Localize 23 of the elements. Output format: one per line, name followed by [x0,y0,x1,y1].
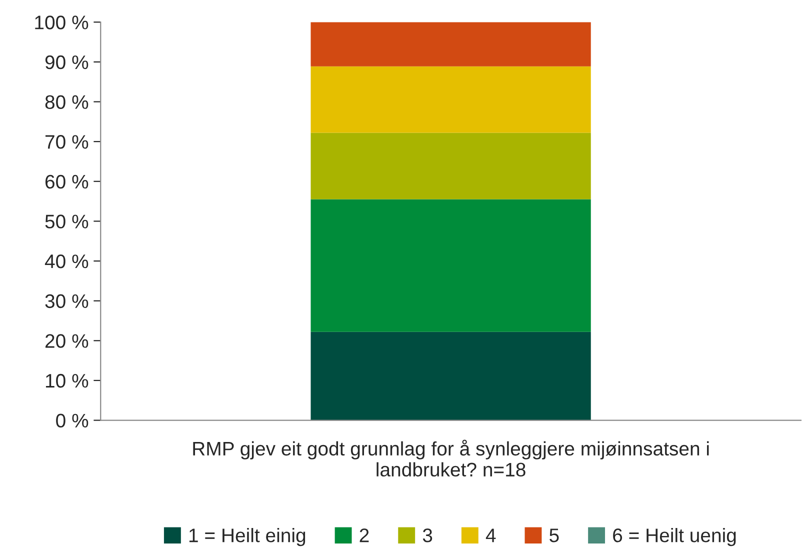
bar [310,132,591,200]
bar [310,22,591,66]
bar [310,332,591,420]
y-tick-label: 0 % [56,414,88,428]
y-tick-label: 70 % [46,135,88,149]
y-tick-label: 10 % [46,374,88,388]
y-tick-label: 80 % [45,95,88,109]
bar [310,199,591,332]
legend-label: 6 = Heilt uenig [613,528,736,546]
legend-label: 5 [550,528,559,542]
y-tick-label: 20 % [45,334,88,348]
y-tick-label: 60 % [45,174,88,189]
x-tick-label: RMP gjev eit godt grunnlag for å synleggjere mijøinnsatsen i landbruket? n=18 [193,440,709,477]
legend-label: 3 [422,528,432,542]
y-tick-label: 50 % [45,214,88,228]
y-tick-label: 40 % [44,254,88,268]
y-tick-label: 100 % [35,16,88,30]
bar [310,66,591,133]
legend-label: 1 = Heilt einig [189,528,306,546]
y-tick-label: 30 % [45,294,88,308]
legend-label: 2 [360,528,369,542]
y-tick-label: 90 % [45,55,88,70]
legend-label: 4 [486,528,496,542]
